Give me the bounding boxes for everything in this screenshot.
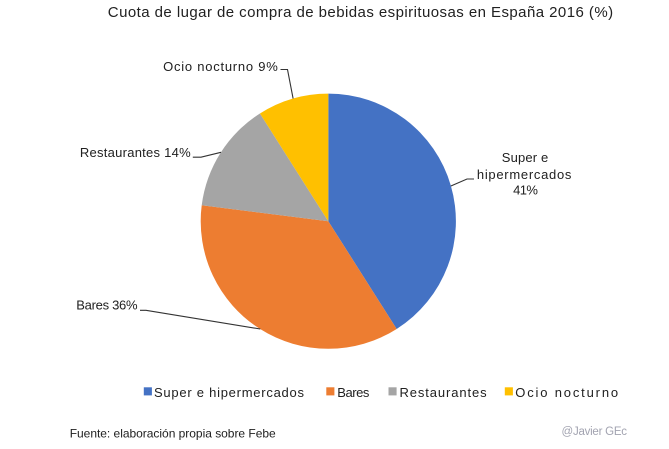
svg-text:Cuota de lugar de compra de be: Cuota de lugar de compra de bebidas espi… (108, 4, 613, 21)
svg-text:Restaurantes: Restaurantes (400, 385, 488, 400)
svg-text:Super e hipermercados: Super e hipermercados (154, 385, 305, 400)
svg-text:@Javier GEc: @Javier GEc (562, 426, 628, 438)
svg-text:Fuente: elaboración propia sob: Fuente: elaboración propia sobre Febe (70, 427, 276, 441)
svg-text:Super e: Super e (502, 150, 548, 165)
svg-text:Ocio nocturno: Ocio nocturno (515, 385, 618, 400)
svg-text:Bares: Bares (337, 385, 370, 400)
svg-text:Bares 36%: Bares 36% (76, 298, 138, 313)
svg-text:Ocio nocturno 9%: Ocio nocturno 9% (163, 59, 278, 74)
svg-text:Restaurantes 14%: Restaurantes 14% (80, 145, 191, 160)
svg-text:41%: 41% (513, 182, 538, 197)
svg-text:hipermercados: hipermercados (477, 167, 572, 182)
